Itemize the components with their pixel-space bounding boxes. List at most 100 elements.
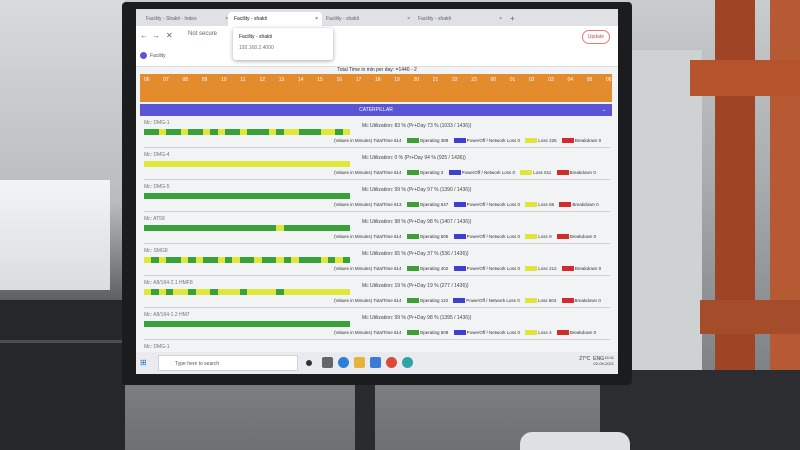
legend-label: Operating — [419, 138, 440, 143]
browser-tab[interactable]: Facility - Shakti - Index × — [140, 12, 232, 26]
timeline-segment — [342, 257, 351, 263]
language-indicator[interactable]: ENG — [593, 356, 604, 362]
windows-start-icon[interactable]: ⊞ — [140, 358, 147, 367]
chevron-down-icon[interactable]: ⌄ — [601, 107, 606, 113]
legend-swatch — [406, 234, 419, 240]
machine-row[interactable]: Mc: SMG8 Mc Utilization: 65 % (Pr+Day 37 … — [144, 248, 610, 294]
machine-legend: (Values in Minutes) TotalTime 613 Operat… — [334, 202, 599, 208]
stop-icon[interactable]: ✕ — [166, 31, 173, 40]
utilization-timeline — [144, 257, 351, 263]
timeline-segment — [335, 129, 344, 135]
edge-icon[interactable] — [338, 357, 349, 368]
legend-label: Loss — [538, 202, 548, 207]
chrome-icon[interactable] — [386, 357, 397, 368]
close-icon[interactable]: × — [225, 16, 228, 22]
hour-label: 09 — [201, 77, 208, 83]
timeline-segment — [144, 321, 152, 327]
timeline-segment — [166, 129, 174, 135]
timeline-segment — [305, 161, 314, 167]
browser-tab[interactable]: Facility - shakti × — [320, 12, 414, 26]
browser-tab-active[interactable]: Facility - shakti × — [228, 12, 322, 26]
new-tab-icon[interactable]: + — [510, 14, 515, 23]
timeline-segment — [217, 129, 226, 135]
timeline-segment — [261, 193, 270, 199]
department-header[interactable]: CATERPILLAR ⌄ — [140, 104, 612, 116]
machine-row[interactable]: Mc: A8/164-2.1 HMF8 Mc Utilization: 19 % … — [144, 280, 610, 326]
legend-label: (Values in Minutes) — [334, 298, 373, 303]
legend-value: 614 — [393, 138, 402, 143]
legend-label: Breakdown — [569, 330, 593, 335]
timeline-segment — [188, 161, 196, 167]
forward-icon[interactable]: → — [152, 31, 160, 40]
tab-label: Facility - Shakti - Index — [146, 16, 197, 22]
timeline-segment — [217, 225, 226, 231]
legend-value: 611 — [544, 170, 552, 175]
legend-swatch — [556, 234, 569, 240]
close-icon[interactable]: × — [407, 16, 410, 22]
legend-label: (Values in Minutes) — [334, 266, 373, 271]
machine-row[interactable]: Mc: DMG-1 — [144, 344, 610, 374]
browser-tab[interactable]: Facility - shakti × — [412, 12, 506, 26]
timeline-segment — [269, 321, 277, 327]
system-tray: 27°C ENG — [579, 356, 604, 362]
cortana-icon[interactable] — [306, 360, 312, 366]
back-icon[interactable]: ← — [140, 31, 148, 40]
timeline-segment — [202, 129, 211, 135]
taskbar-search-input[interactable]: Type here to search — [158, 355, 298, 371]
legend-value: 0 — [593, 330, 597, 335]
machine-row[interactable]: Mc: DMG-4 Mc Utilization: 0 % (Pr+Day 94 … — [144, 152, 610, 198]
security-indicator[interactable]: Not secure — [188, 31, 218, 37]
monitor-screen: Facility - Shakti - Index × Facility - sh… — [136, 9, 618, 374]
timeline-segment — [342, 161, 351, 167]
timeline-segment — [305, 129, 314, 135]
utilization-timeline — [144, 321, 351, 327]
orange-rack-beam — [690, 60, 800, 96]
store-icon[interactable] — [370, 357, 381, 368]
temperature-label: 27°C — [579, 356, 591, 362]
legend-label: (Values in Minutes) — [334, 330, 373, 335]
timeline-segment — [247, 129, 255, 135]
close-icon[interactable]: × — [499, 16, 502, 22]
legend-label: TotalTime — [373, 266, 393, 271]
hour-label: 18 — [375, 77, 381, 83]
machine-utilization: Mc Utilization: 0 % (Pr+Day 94 % (925 / … — [362, 155, 466, 161]
legend-label: Loss — [538, 266, 548, 271]
timeline-segment — [283, 289, 292, 295]
timeline-segment — [276, 129, 285, 135]
update-button[interactable]: Update — [581, 30, 610, 44]
timeline-segment — [313, 225, 321, 231]
hover-card-title: Facility - shakti — [239, 34, 273, 40]
timeline-segment — [224, 161, 233, 167]
legend-label: TotalTime — [373, 234, 393, 239]
machine-row[interactable]: Mc: DMG-1 Mc Utilization: 83 % (Pr+Day 73… — [144, 120, 610, 166]
task-view-icon[interactable] — [322, 357, 333, 368]
machine-row[interactable]: Mc: DMG-5 Mc Utilization: 99 % (Pr+Day 97… — [144, 184, 610, 230]
machine-row[interactable]: Mc: A8/164-1.2 HM7 Mc Utilization: 99 % (… — [144, 312, 610, 358]
timeline-segment — [313, 321, 321, 327]
timeline-segment — [173, 129, 182, 135]
timeline-segment — [298, 321, 307, 327]
legend-label: (Values in Minutes) — [334, 138, 373, 143]
close-icon[interactable]: × — [315, 16, 318, 22]
timeline-segment — [180, 289, 189, 295]
machine-row[interactable]: Mc: AT58 Mc Utilization: 98 % (Pr+Day 98 … — [144, 216, 610, 262]
timeline-segment — [276, 193, 285, 199]
app-icon[interactable] — [402, 357, 413, 368]
timeline-segment — [335, 193, 344, 199]
timeline-segment — [261, 225, 270, 231]
legend-label: Breakdown — [569, 170, 593, 175]
timeline-segment — [180, 129, 189, 135]
timeline-segment — [313, 193, 321, 199]
hour-label: 01 — [509, 77, 516, 83]
legend-swatch — [525, 202, 538, 208]
timeline-segment — [254, 193, 263, 199]
file-explorer-icon[interactable] — [354, 357, 365, 368]
legend-value: 614 — [393, 234, 402, 239]
machine-name: Mc: DMG-5 — [144, 184, 170, 190]
legend-label: (Values in Minutes) — [334, 234, 373, 239]
taskbar-clock[interactable]: 15:11 02-09-2021 — [594, 355, 614, 367]
total-time-label: Total Time in min per day: =1440 - 2 — [337, 67, 417, 73]
legend-value: 226 — [549, 138, 557, 143]
timeline-segment — [239, 225, 248, 231]
